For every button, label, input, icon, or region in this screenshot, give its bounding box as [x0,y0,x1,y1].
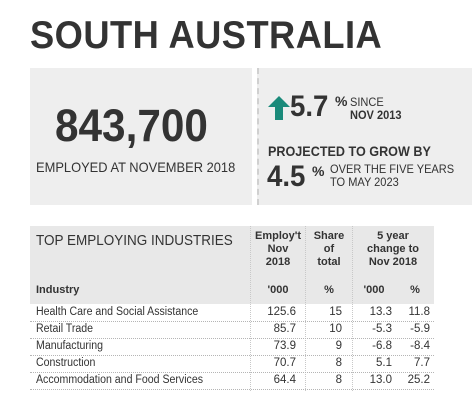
column-header-industry: Industry [36,284,80,296]
cell-share: 10 [329,323,342,335]
row-divider [30,389,434,390]
cell-change-abs: -5.3 [372,323,392,335]
growth-since-label: SINCE [350,95,384,109]
cell-change-abs: 13.3 [369,306,392,318]
column-header-share: Share of total [306,230,352,269]
cell-employ: 125.6 [267,306,296,318]
table-header [30,226,434,304]
employed-panel [30,68,252,205]
row-divider [30,321,434,322]
cell-share: 8 [335,357,342,369]
column-divider [250,226,251,391]
industry-name: Retail Trade [36,323,94,335]
row-divider [30,338,434,339]
cell-change-abs: 13.0 [369,374,392,386]
row-divider [30,372,434,373]
header-line: Nov [267,243,289,255]
table-row: Health Care and Social Assistance 125.6 15… [30,304,434,321]
industry-name: Construction [36,357,96,369]
row-divider [30,355,434,356]
cell-change-pct: 7.7 [414,357,430,369]
projection-period-line2: TO MAY 2023 [330,175,399,189]
cell-change-pct: -5.9 [410,323,430,335]
employed-count: 843,700 [55,100,208,151]
cell-share: 9 [335,340,342,352]
header-line: 5 year [377,230,409,242]
table-title: TOP EMPLOYING INDUSTRIES [36,232,233,249]
projection-percent-sign: % [312,163,325,179]
cell-share: 8 [335,374,342,386]
growth-since-date: NOV 2013 [350,108,402,122]
cell-share: 15 [329,306,342,318]
growth-value: 5.7 [290,90,329,123]
page-title: SOUTH AUSTRALIA [30,14,383,57]
table-row: Accommodation and Food Services 64.4 8 13.0… [30,372,434,389]
header-line: change to [367,243,419,255]
up-arrow-icon [268,96,290,120]
header-line: Nov 2018 [368,256,418,268]
column-divider [305,226,306,391]
table-row: Retail Trade 85.7 10 -5.3 -5.9 [30,321,434,338]
cell-employ: 70.7 [273,357,296,369]
header-line: total [317,256,341,268]
unit-change-absolute: '000 [363,284,385,296]
header-line: of [323,243,335,255]
unit-change-percent: % [410,284,420,296]
cell-change-pct: 25.2 [407,374,430,386]
table-row: Manufacturing 73.9 9 -6.8 -8.4 [30,338,434,355]
projection-value: 4.5 [267,160,306,193]
header-line: Employ't [254,230,301,242]
cell-change-pct: -8.4 [410,340,430,352]
cell-change-pct: 11.8 [408,306,430,318]
header-line: 2018 [265,256,291,268]
growth-percent-sign: % [335,93,348,109]
employed-caption: EMPLOYED AT NOVEMBER 2018 [36,159,236,175]
column-header-change: 5 year change to Nov 2018 [352,230,434,269]
unit-employment: '000 [267,284,289,296]
table-row: Construction 70.7 8 5.1 7.7 [30,355,434,372]
industry-name: Manufacturing [36,340,104,352]
cell-change-abs: -6.8 [372,340,392,352]
unit-share: % [324,284,334,296]
projection-title: PROJECTED TO GROW BY [268,143,431,159]
header-line: Share [313,230,345,242]
projection-period-line1: OVER THE FIVE YEARS [330,162,455,176]
cell-employ: 64.4 [273,374,296,386]
growth-panel [257,68,472,205]
industry-name: Accommodation and Food Services [36,374,204,386]
cell-employ: 85.7 [273,323,296,335]
industry-name: Health Care and Social Assistance [36,306,199,318]
cell-employ: 73.9 [273,340,296,352]
column-divider [352,226,353,391]
cell-change-abs: 5.1 [376,357,392,369]
column-header-employment: Employ't Nov 2018 [250,230,306,269]
